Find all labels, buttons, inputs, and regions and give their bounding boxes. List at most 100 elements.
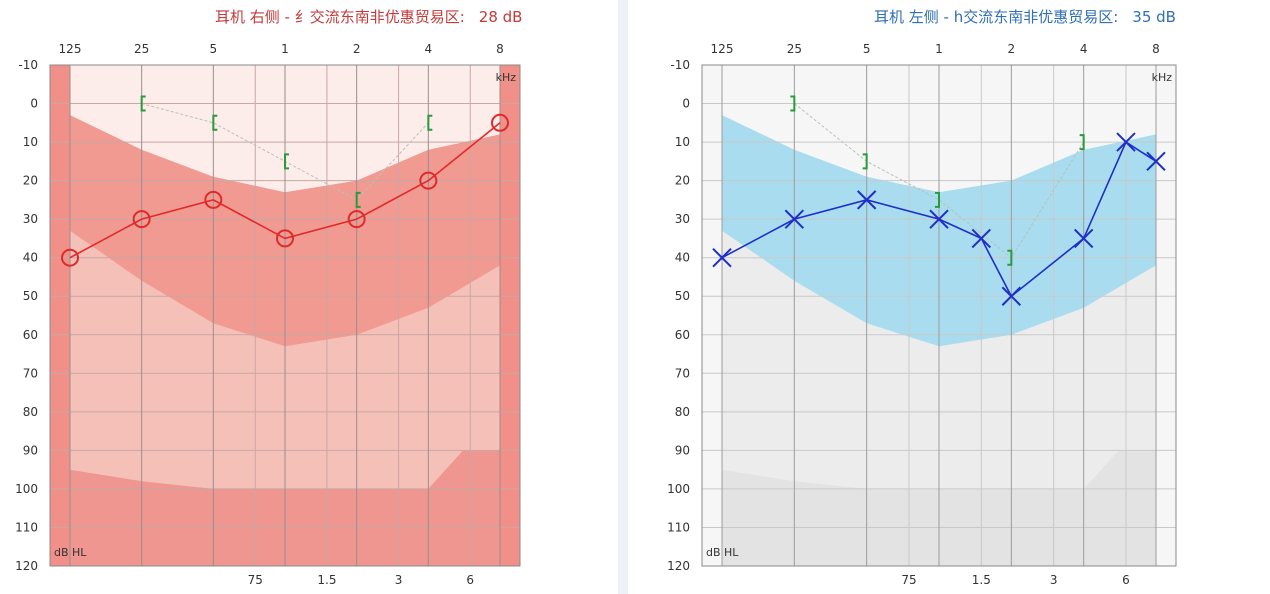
bone-conduction-marker xyxy=(212,114,218,131)
edge-strip-left xyxy=(50,65,70,566)
x-tick-label-bottom: 6 xyxy=(466,573,474,587)
x-tick-label-top: 25 xyxy=(787,42,802,56)
x-tick-label-top: 1 xyxy=(935,42,943,56)
plot-frame xyxy=(701,64,1177,567)
y-tick-label: -10 xyxy=(18,58,38,72)
x-tick-label-top: 4 xyxy=(425,42,433,56)
y-tick-label: 40 xyxy=(23,251,38,265)
y-tick-label: 110 xyxy=(15,520,38,534)
plot-frame xyxy=(49,64,521,567)
bone-conduction-marker xyxy=(427,114,433,131)
bone-conduction-marker xyxy=(355,191,361,208)
y-tick-label: 30 xyxy=(23,212,38,226)
x-tick-label-top: 125 xyxy=(711,42,734,56)
x-tick-label-bottom: 75 xyxy=(248,573,263,587)
bone-conduction-marker xyxy=(790,95,796,112)
bone-conduction-line xyxy=(794,103,1085,259)
air-conduction-marker xyxy=(132,210,151,229)
x-tick-label-top: 5 xyxy=(210,42,218,56)
x-tick-label-bottom: 3 xyxy=(1050,573,1058,587)
x-tick-label-bottom: 1.5 xyxy=(972,573,991,587)
bone-conduction-marker xyxy=(1007,249,1013,266)
right-ear-audiogram: 125 25 5 1 2 4 8 75 1.5 3 6 -10 0 10 20 30 40 50 60 70 80 90 1… xyxy=(15,42,521,587)
air-conduction-marker xyxy=(1001,286,1022,306)
bone-conduction-marker xyxy=(1079,134,1085,151)
left-ear-audiogram: 125 25 5 1 2 4 8 75 1.5 3 6 -10 0 10 20 30 40 50 60 70 80 90 1… xyxy=(667,42,1177,587)
y-tick-label: 10 xyxy=(675,135,690,149)
y-tick-label: 10 xyxy=(23,135,38,149)
air-conduction-marker xyxy=(347,210,366,229)
x-tick-label-bottom: 6 xyxy=(1122,573,1130,587)
y-tick-label: 20 xyxy=(675,174,690,188)
x-tick-label-top: 4 xyxy=(1080,42,1088,56)
right-ear-header: 耳机 右侧 - 纟交流东南非优惠贸易区: 28 dB xyxy=(215,6,522,27)
x-tick-label-top: 125 xyxy=(59,42,82,56)
right-ear-title: 耳机 右侧 - 纟 xyxy=(215,8,310,26)
y-tick-label: 80 xyxy=(675,405,690,419)
air-conduction-marker xyxy=(419,171,438,190)
panel-divider xyxy=(618,0,628,594)
y-tick-label: 60 xyxy=(23,328,38,342)
plot-area xyxy=(702,65,1176,566)
right-ear-panel: 耳机 右侧 - 纟交流东南非优惠贸易区: 28 dB 125 25 5 1 2 4 8 75 1.… xyxy=(0,0,618,594)
air-conduction-marker xyxy=(204,190,223,209)
air-conduction-marker xyxy=(1146,151,1166,172)
air-conduction-marker xyxy=(276,229,294,248)
x-tick-label-top: 25 xyxy=(134,42,149,56)
right-ear-overlay-text: 交流东南非优惠贸易区: xyxy=(309,8,465,26)
y-tick-label: 110 xyxy=(667,520,690,534)
y-tick-label: 20 xyxy=(23,174,38,188)
bone-conduction-marker xyxy=(140,95,146,112)
x-tick-label-bottom: 1.5 xyxy=(317,573,336,587)
x-tick-label-top: 8 xyxy=(496,42,504,56)
x-unit-label: kHz xyxy=(496,71,517,84)
air-conduction-marker xyxy=(712,247,732,268)
y-tick-label: 70 xyxy=(675,366,690,380)
air-conduction-marker xyxy=(784,209,805,229)
bone-conduction-marker xyxy=(862,153,868,170)
x-tick-label-bottom: 3 xyxy=(395,573,403,587)
y-tick-label: 90 xyxy=(675,443,690,457)
left-ear-panel: 耳机 左侧 - h交流东南非优惠贸易区: 35 dB 125 25 5 1 2 4 8 75 1.… xyxy=(628,0,1270,594)
x-unit-label: kHz xyxy=(1152,71,1173,84)
air-conduction-marker xyxy=(491,113,509,132)
plot-area xyxy=(50,65,520,566)
x-tick-label-bottom: 75 xyxy=(901,573,916,587)
y-tick-label: 30 xyxy=(675,212,690,226)
x-tick-label-top: 2 xyxy=(353,42,361,56)
y-tick-label: 40 xyxy=(675,251,690,265)
left-ear-pta-value: 35 dB xyxy=(1132,8,1176,26)
air-conduction-line xyxy=(69,122,501,259)
y-unit-label: dB HL xyxy=(706,546,739,559)
y-tick-label: 50 xyxy=(675,289,690,303)
air-conduction-marker xyxy=(1073,228,1094,249)
y-tick-label: 80 xyxy=(23,405,38,419)
y-tick-label: -10 xyxy=(670,58,690,72)
right-ear-pta-value: 28 dB xyxy=(478,8,523,26)
y-tick-label: 100 xyxy=(15,482,38,496)
air-conduction-marker xyxy=(1116,132,1136,152)
left-ear-header: 耳机 左侧 - h交流东南非优惠贸易区: 35 dB xyxy=(874,6,1176,27)
y-tick-label: 70 xyxy=(23,366,38,380)
air-conduction-marker xyxy=(971,228,992,249)
y-tick-label: 100 xyxy=(667,482,690,496)
y-tick-label: 60 xyxy=(675,328,690,342)
air-conduction-marker xyxy=(929,209,949,229)
x-tick-label-top: 8 xyxy=(1152,42,1160,56)
edge-strip-right xyxy=(500,65,520,566)
x-tick-label-top: 2 xyxy=(1008,42,1016,56)
y-tick-label: 50 xyxy=(23,289,38,303)
y-tick-label: 0 xyxy=(30,97,38,111)
air-conduction-marker xyxy=(856,190,877,210)
air-conduction-marker xyxy=(61,248,79,267)
y-tick-label: 90 xyxy=(23,443,38,457)
left-ear-title: 耳机 左侧 - h xyxy=(874,8,964,26)
y-tick-label: 120 xyxy=(15,559,38,573)
x-tick-label-top: 1 xyxy=(281,42,289,56)
left-ear-overlay-text: 交流东南非优惠贸易区: xyxy=(963,8,1119,26)
y-tick-label: 120 xyxy=(667,559,690,573)
bone-conduction-marker xyxy=(935,191,940,208)
y-unit-label: dB HL xyxy=(54,546,87,559)
x-tick-label-top: 5 xyxy=(863,42,871,56)
y-tick-label: 0 xyxy=(682,97,690,111)
